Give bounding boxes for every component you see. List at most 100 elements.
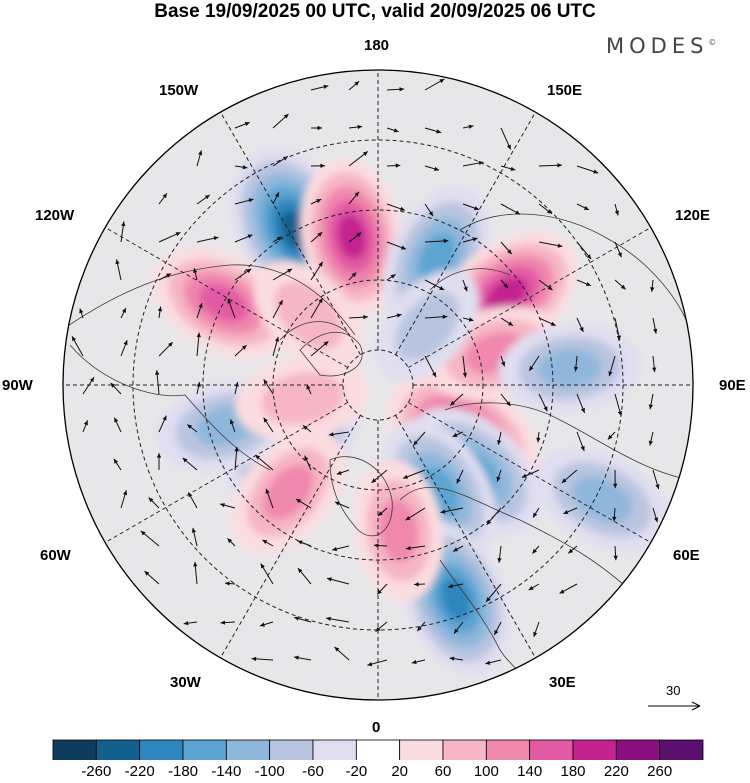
wind-vector [348,314,368,320]
wind-vector [144,570,160,585]
wind-vector [191,527,198,547]
wind-vector [532,545,540,554]
wind-vector [259,621,274,627]
meridian-line [104,402,348,543]
anomaly-level [538,348,602,388]
wind-vector [576,165,599,174]
wind-vector [496,469,502,482]
polar-map [62,69,701,711]
wind-vector [334,501,350,509]
wind-vector [386,313,402,319]
coastline-layer [63,213,693,700]
colorbar-swatch [95,739,141,760]
wind-vector [500,127,512,150]
wind-vector [234,381,239,395]
wind-vector [424,203,434,217]
wind-vector [234,344,247,357]
wind-vector [402,469,426,479]
wind-vector [456,469,464,484]
wind-vector [196,381,201,395]
wind-vector [193,561,198,585]
colorbar-swatch [529,739,574,760]
coastline-east-siberia [459,213,691,331]
anomaly-level [262,464,314,520]
wind-vector [272,236,283,243]
wind-vector [310,340,329,357]
wind-vector [613,469,618,489]
brand-name: MODES [606,34,709,58]
meridian-line [408,402,652,543]
wind-vector [462,203,480,211]
wind-vector [263,417,274,433]
anomaly-cell [375,270,480,383]
wind-vector [614,203,620,216]
wind-vector [196,194,211,205]
wind-vector [485,583,502,603]
brand-logo: MODES© [606,34,716,58]
colorbar-tick-label: -220 [124,763,155,780]
wind-vector [348,124,363,130]
coastline-hudson-bay [69,344,271,471]
anomaly-cell [353,459,444,602]
wind-vector [462,124,474,129]
wind-vector [424,355,437,378]
wind-vector [576,317,584,333]
wind-vector [462,279,468,292]
wind-vector [82,420,88,433]
wind-vector [497,545,502,563]
wind-vector [424,238,449,244]
label-lon-60e: 60E [673,547,700,564]
wind-vector [424,127,442,134]
wind-vector [373,543,388,548]
wind-vector [348,272,357,281]
wind-vector [538,279,553,291]
colorbar [52,739,704,760]
meridian-line [395,415,536,659]
colorbar-swatch [659,739,704,760]
wind-vector [386,203,406,211]
wind-vector [405,545,426,551]
colorbar-tick-label: 140 [517,763,543,780]
colorbar-swatch [52,739,97,760]
wind-vector [158,193,168,205]
wind-vector [500,165,516,171]
wind-vector [272,299,284,319]
colorbar-tick-label: -60 [302,763,324,780]
anomaly-level [198,283,249,322]
meridian-line [408,227,652,368]
wind-vector [559,583,578,594]
wind-vector [386,241,407,250]
wind-vector [452,431,464,438]
wind-vector [234,234,253,243]
wind-vector [334,646,350,661]
wind-vector [528,583,540,591]
wind-vector [416,621,426,632]
wind-vector [648,393,654,410]
wind-vector [533,621,540,638]
anomaly-level [572,476,633,523]
wind-vector [155,370,160,395]
wind-vector [158,415,167,433]
colorbar-swatch [355,739,401,760]
label-lon-150e: 150E [547,82,583,99]
wind-vector [532,507,540,518]
wind-vector [115,259,122,281]
anomaly-level [337,214,367,260]
wind-vector [614,241,622,258]
wind-vector [650,279,655,292]
wind-vector [272,336,280,357]
wind-vector [424,279,445,291]
wind-vector [608,355,616,377]
wind-vector [493,621,502,636]
colorbar-tick-label: 260 [647,763,673,780]
wind-vector [229,419,236,433]
coastline-greenland [329,456,393,537]
colorbar-tick-label: -180 [167,763,199,780]
wind-vector [412,431,426,446]
wind-vector [348,80,360,91]
wind-vector [648,431,654,446]
wind-vector [386,163,401,168]
anomaly-level [274,281,343,350]
wind-vector [348,191,360,205]
wind-vector [196,150,203,167]
